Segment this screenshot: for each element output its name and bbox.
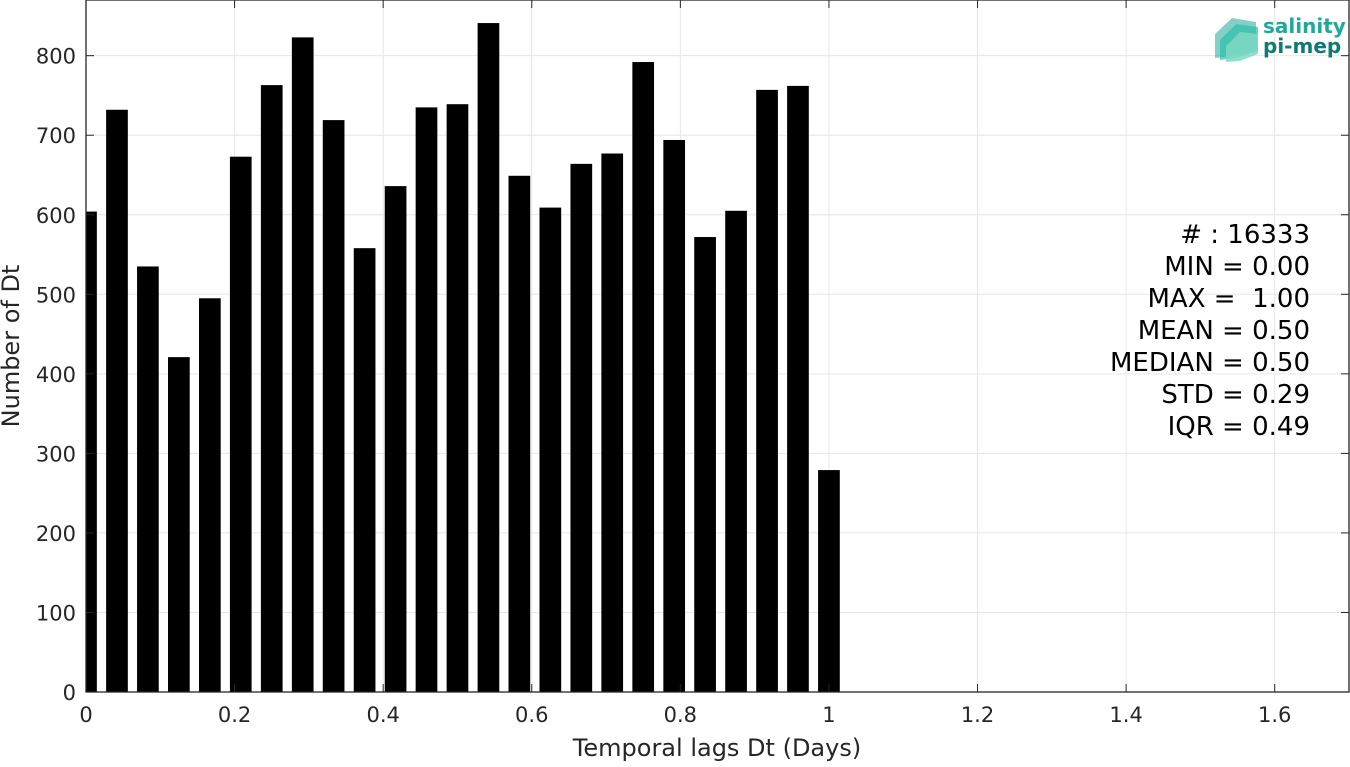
x-tick-label: 0.6 [515, 703, 548, 727]
histogram-bar [260, 85, 283, 693]
histogram-bar [199, 298, 221, 692]
y-tick-label: 700 [36, 124, 76, 148]
y-axis-title: Number of Dt [0, 265, 25, 428]
stats-line: IQR = 0.49 [1168, 412, 1310, 442]
stats-line: STD = 0.29 [1161, 380, 1310, 410]
wave-icon [1215, 18, 1258, 62]
y-tick-label: 200 [36, 522, 76, 546]
histogram-bar [818, 470, 840, 692]
x-tick-label: 0.4 [366, 703, 399, 727]
bars [86, 23, 840, 693]
stats-line: # : 16333 [1180, 220, 1310, 250]
histogram-bar [446, 104, 469, 693]
x-tick-label: 0.2 [218, 703, 251, 727]
x-tick-label: 0 [79, 703, 92, 727]
histogram-bar [229, 156, 252, 692]
histogram-bar [694, 237, 716, 692]
histogram-bar [508, 175, 531, 692]
histogram-bar [322, 120, 345, 693]
y-tick-label: 100 [36, 601, 76, 625]
histogram-bar [415, 107, 438, 692]
histogram-bar [168, 357, 190, 692]
y-tick-label: 800 [36, 45, 76, 69]
histogram-bar [353, 248, 376, 692]
histogram-bar [477, 23, 500, 693]
stats-line: MIN = 0.00 [1164, 252, 1310, 282]
plot-frame [85, 0, 1350, 693]
histogram-bar [601, 153, 624, 693]
x-tick-label: 1 [822, 703, 835, 727]
histogram-bar [106, 109, 128, 693]
histogram-bar [725, 210, 747, 692]
histogram-bar [632, 62, 655, 692]
x-axis-title: Temporal lags Dt (Days) [572, 734, 861, 762]
x-tick-label: 1.4 [1109, 703, 1142, 727]
logo-line-pi-mep: pi-mep [1263, 34, 1341, 58]
stats-line: MAX = 1.00 [1148, 284, 1311, 314]
histogram-bar [756, 89, 778, 692]
logo-line-salinity: salinity [1263, 14, 1346, 38]
stats-line: MEDIAN = 0.50 [1110, 348, 1310, 378]
histogram-bar [787, 85, 809, 693]
y-tick-label: 300 [36, 442, 76, 466]
histogram-bar [291, 37, 314, 692]
histogram-bar [570, 163, 593, 692]
y-tick-label: 600 [36, 204, 76, 228]
salinity-pi-mep-logo: salinity pi-mep [1215, 14, 1346, 62]
x-tick-label: 1.6 [1258, 703, 1291, 727]
y-tick-label: 500 [36, 283, 76, 307]
x-tick-label: 0.8 [664, 703, 697, 727]
histogram-bar [539, 207, 562, 692]
axis-ticks: 0 0.2 0.4 0.6 0.8 1 1.2 1.4 1.6 0 100 200 300 400 500 6… [36, 0, 1349, 727]
x-tick-label: 1.2 [961, 703, 994, 727]
histogram-bar [137, 266, 159, 692]
histogram-bar [86, 211, 97, 692]
histogram-bar [384, 186, 407, 692]
y-tick-label: 0 [63, 681, 76, 705]
histogram-bar [663, 139, 686, 693]
y-tick-label: 400 [36, 363, 76, 387]
stats-line: MEAN = 0.50 [1138, 316, 1310, 346]
